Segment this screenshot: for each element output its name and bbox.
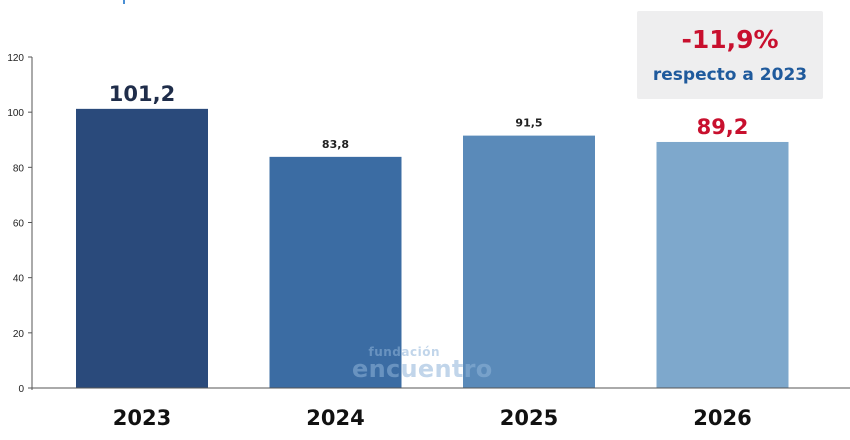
x-axis: 2023 2024 2025 2026 [32, 387, 850, 430]
y-tick-label: 20 [13, 329, 25, 340]
x-tick-label-2025: 2025 [500, 406, 558, 430]
bar-2026 [656, 141, 789, 388]
value-label-2023: 101,2 [109, 82, 175, 106]
bars [76, 108, 789, 389]
top-edge-mark [123, 0, 125, 4]
change-callout-box: -11,9% respecto a 2023 [637, 11, 823, 99]
change-reference-text: respecto a 2023 [652, 65, 808, 85]
value-label-2026: 89,2 [697, 115, 749, 139]
x-tick-label-2026: 2026 [693, 406, 751, 430]
x-tick-label-2024: 2024 [306, 406, 364, 430]
y-tick-label: 120 [7, 53, 24, 64]
change-percentage: -11,9% [681, 25, 779, 54]
bar-2024 [269, 156, 402, 388]
y-tick-label: 0 [18, 384, 24, 395]
x-tick-label-2023: 2023 [113, 406, 171, 430]
y-tick-label: 80 [13, 163, 25, 174]
value-label-2025: 91,5 [515, 117, 542, 130]
value-label-2024: 83,8 [322, 138, 349, 151]
y-axis: 0 20 40 60 80 100 120 [7, 53, 33, 395]
bar-2025 [463, 135, 595, 388]
y-tick-label: 60 [13, 219, 25, 230]
y-tick-label: 100 [7, 108, 24, 119]
value-labels: 101,2 83,8 91,5 89,2 [109, 82, 749, 151]
bar-2023 [76, 108, 208, 389]
y-tick-label: 40 [13, 274, 25, 285]
